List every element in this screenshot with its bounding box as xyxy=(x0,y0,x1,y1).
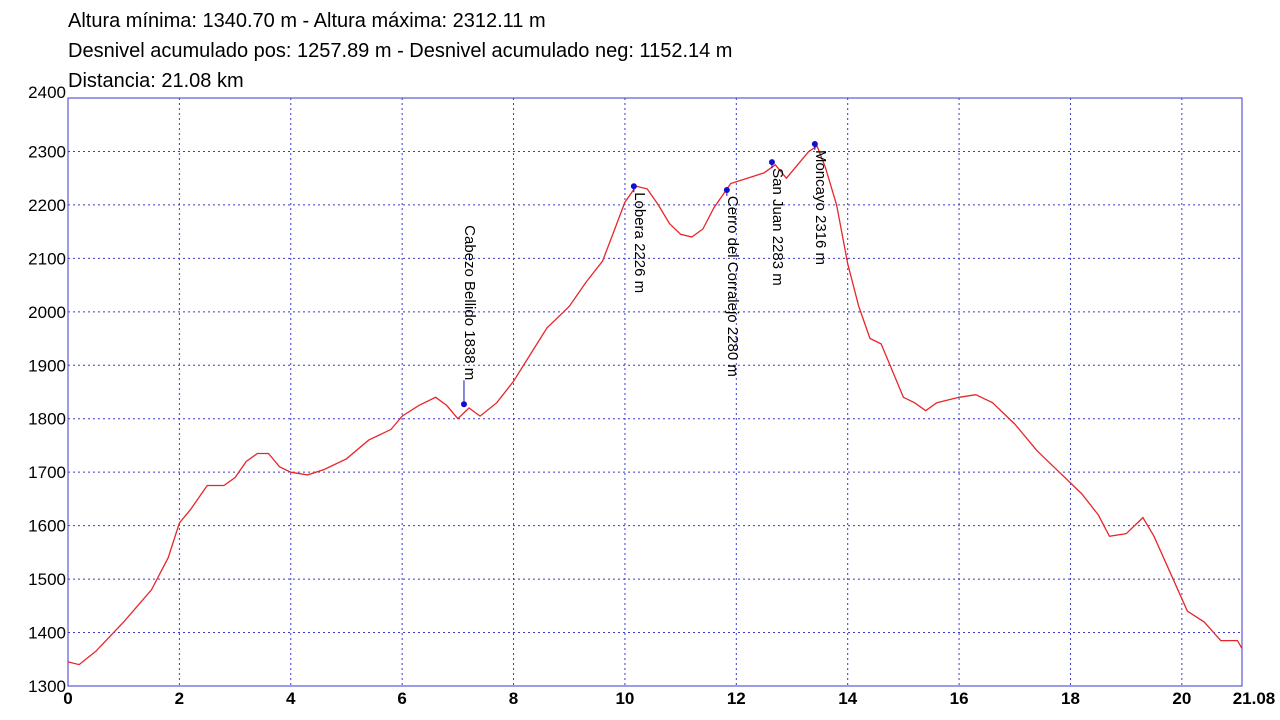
y-tick-label: 1500 xyxy=(28,570,66,589)
y-tick-label: 1600 xyxy=(28,517,66,536)
x-tick-label: 12 xyxy=(727,689,746,708)
x-tick-label: 2 xyxy=(175,689,184,708)
waypoint-label: Cabezo Bellido 1838 m xyxy=(461,225,478,380)
y-tick-label: 2000 xyxy=(28,303,66,322)
x-tick-label: 10 xyxy=(615,689,634,708)
x-tick-label: 21.08 xyxy=(1233,689,1276,708)
x-tick-label: 14 xyxy=(838,689,857,708)
y-tick-label: 2400 xyxy=(28,83,66,102)
waypoint xyxy=(768,159,775,166)
waypoint-label: San Juan 2283 m xyxy=(769,168,786,286)
waypoint xyxy=(630,183,637,190)
y-tick-label: 1900 xyxy=(28,356,66,375)
waypoint xyxy=(460,401,467,408)
y-tick-label: 1300 xyxy=(28,677,66,696)
x-tick-label: 20 xyxy=(1172,689,1191,708)
waypoint-label: Cerro del Corralejo 2280 m xyxy=(724,196,741,377)
waypoint-label: Lobera 2226 m xyxy=(631,192,648,293)
x-tick-label: 6 xyxy=(397,689,406,708)
x-tick-label: 8 xyxy=(509,689,518,708)
x-tick-label: 18 xyxy=(1061,689,1080,708)
y-tick-label: 2100 xyxy=(28,249,66,268)
elevation-line xyxy=(67,145,1243,666)
y-tick-label: 2300 xyxy=(28,142,66,161)
x-tick-label: 4 xyxy=(286,689,296,708)
x-tick-label: 16 xyxy=(950,689,969,708)
header-line: Distancia: 21.08 km xyxy=(68,70,244,92)
plot-border xyxy=(67,97,1243,687)
waypoint-label: Moncayo 2316 m xyxy=(812,150,829,265)
header-line: Desnivel acumulado pos: 1257.89 m - Desn… xyxy=(68,40,732,62)
y-tick-label: 1700 xyxy=(28,463,66,482)
waypoint xyxy=(811,140,818,147)
header-line: Altura mínima: 1340.70 m - Altura máxima… xyxy=(68,10,546,32)
y-tick-label: 1800 xyxy=(28,410,66,429)
waypoint xyxy=(723,186,730,193)
x-tick-label: 0 xyxy=(63,689,72,708)
y-tick-label: 2200 xyxy=(28,196,66,215)
y-tick-label: 1400 xyxy=(28,624,66,643)
